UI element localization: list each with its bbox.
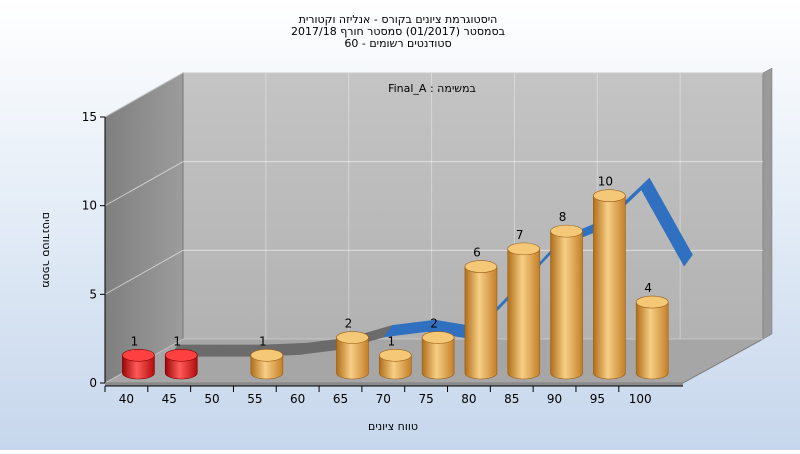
bar-top (421, 331, 455, 344)
trend-segment (640, 177, 693, 267)
bar-value-labels: 1 1 1 2 1 2 6 7 8 10 4 (131, 175, 652, 349)
bar-top (464, 260, 498, 273)
floor-front-edge (105, 383, 683, 386)
x-tick-label: 70 (376, 392, 391, 406)
bar-value-label: 4 (644, 281, 652, 295)
side-grid-line (104, 161, 184, 207)
bar-value-label: 1 (259, 334, 267, 348)
bar-pass (464, 266, 498, 380)
bar-value-label: 1 (131, 334, 139, 348)
x-tick-label: 75 (418, 392, 433, 406)
bar-value-label: 6 (473, 246, 481, 260)
bar-pass (635, 301, 669, 380)
bar-pass (378, 354, 412, 380)
x-tick-label: 45 (162, 392, 177, 406)
x-tick-label: 40 (119, 392, 134, 406)
bar-pass (250, 354, 284, 380)
x-tick-label: 85 (504, 392, 519, 406)
chart-title-line-2: בסמסטר (01/2017) סמסטר חורף 2017/18 (291, 25, 505, 38)
bar-top (164, 348, 198, 362)
side-wall (104, 72, 184, 384)
bar-top (550, 224, 583, 238)
x-tick-label: 90 (547, 392, 562, 406)
x-tick-label: 80 (461, 392, 476, 406)
task-annotation: Final_A : במשימה (388, 82, 476, 95)
y-tick-label: 5 (89, 287, 97, 301)
bar-pass (550, 230, 583, 380)
bar-top (250, 348, 284, 362)
bar-top (635, 295, 669, 309)
bar-top (593, 189, 626, 202)
bar-pass (336, 337, 369, 380)
floor-right-edge (683, 334, 772, 383)
x-axis-title: טווח ציונים (368, 420, 418, 433)
bar-value-label: 7 (516, 228, 524, 242)
x-tick-label: 65 (333, 392, 348, 406)
x-tick-label: 100 (629, 392, 652, 406)
bars (122, 189, 669, 380)
side-grid-line (104, 72, 184, 118)
x-tick-label: 50 (204, 392, 219, 406)
y-tick-label: 0 (89, 376, 97, 390)
bar-top (507, 242, 541, 256)
y-axis-title: מספר סטודנטים (40, 212, 53, 288)
bar-top (378, 348, 412, 362)
bar-pass (593, 195, 626, 380)
y-tick-label: 10 (82, 199, 97, 213)
axes: 0 5 10 15 40 45 50 55 60 65 70 75 80 85 90 95 100 (82, 110, 683, 406)
side-grid-line (104, 249, 184, 295)
back-wall-right-edge (762, 67, 773, 340)
bar-value-label: 2 (345, 317, 353, 331)
bar-value-label: 10 (598, 175, 613, 189)
bar-value-label: 1 (173, 334, 181, 348)
bar-value-label: 8 (559, 210, 567, 224)
x-tick-label: 55 (247, 392, 262, 406)
bar-top (122, 348, 155, 362)
bar-pass (507, 248, 541, 380)
bar-fail (122, 354, 155, 380)
bar-fail (164, 354, 198, 380)
bar-value-label: 1 (387, 334, 395, 348)
bar-pass (421, 337, 455, 380)
x-tick-label: 95 (590, 392, 605, 406)
chart-title-line-3: סטודנטים רשומים - 60 (344, 37, 451, 50)
chart-title-line-1: היסטוגרמת ציונים בקורס - אנליזה וקטורית (299, 13, 498, 26)
bar-top (336, 331, 369, 344)
x-tick-label: 60 (290, 392, 305, 406)
y-tick-label: 15 (82, 110, 97, 124)
bar-value-label: 2 (430, 317, 438, 331)
